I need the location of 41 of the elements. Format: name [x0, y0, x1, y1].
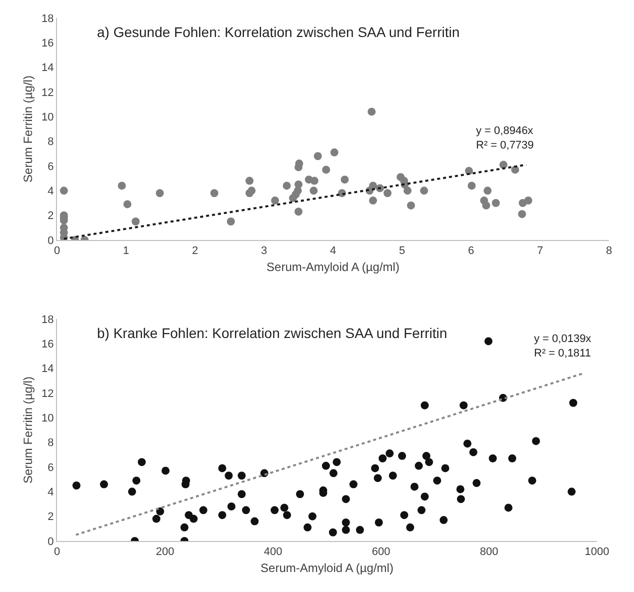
y-tick-label: 14 [42, 363, 54, 376]
x-tick-label: 800 [480, 546, 498, 558]
y-tick-label: 12 [42, 86, 54, 99]
y-tick-label: 18 [42, 314, 54, 326]
y-tick-label: 4 [48, 486, 54, 499]
x-tick-label: 8 [606, 245, 612, 258]
annotation: y = 0,8946x R² = 0,7739 [476, 125, 534, 152]
y-axis-title: Serum Ferritin (µg/l) [20, 76, 35, 182]
x-tick-label: 7 [536, 245, 544, 258]
x-axis-title: Serum-Amyloid A (µg/ml) [260, 561, 394, 576]
y-tick-label: 18 [42, 12, 54, 25]
y-tick-label: 4 [48, 186, 54, 198]
y-tick-label: 2 [48, 511, 54, 524]
y-tick-label: 6 [48, 160, 54, 173]
y-tick-label: 14 [42, 62, 54, 74]
y-tick-label: 16 [42, 38, 54, 50]
y-tick-label: 10 [42, 412, 54, 425]
x-tick-label: 1000 [584, 546, 610, 558]
x-tick-label: 600 [372, 546, 390, 558]
y-tick-label: 2 [48, 210, 54, 222]
x-tick-label: 5 [398, 245, 406, 258]
x-tick-label: 4 [330, 245, 336, 258]
x-tick-label: 3 [260, 245, 268, 258]
x-tick-label: 400 [264, 546, 282, 558]
y-tick-label: 12 [42, 388, 54, 400]
y-tick-label: 0 [48, 234, 54, 247]
annotation: y = 0,0139x R² = 0,1811 [534, 333, 592, 360]
y-tick-label: 8 [48, 136, 54, 148]
y-axis-title: Serum Ferritin (µg/l) [20, 376, 35, 484]
x-tick-label: 2 [192, 245, 198, 258]
y-tick-label: 8 [48, 437, 54, 450]
y-tick-label: 6 [48, 462, 54, 474]
x-tick-label: 200 [156, 546, 174, 558]
y-tick-label: 10 [42, 112, 54, 124]
x-axis-title: Serum-Amyloid A (µg/ml) [266, 260, 400, 274]
chart-title: a) Gesunde Fohlen: Korrelation zwischen SAA und Ferritin [97, 24, 460, 40]
x-tick-label: 1 [122, 245, 130, 258]
chart-title: b) Kranke Fohlen: Korrelation zwischen SAA und Ferritin [97, 325, 448, 341]
y-tick-label: 0 [48, 536, 54, 548]
x-tick-label: 6 [468, 245, 474, 258]
y-tick-label: 16 [42, 338, 54, 351]
